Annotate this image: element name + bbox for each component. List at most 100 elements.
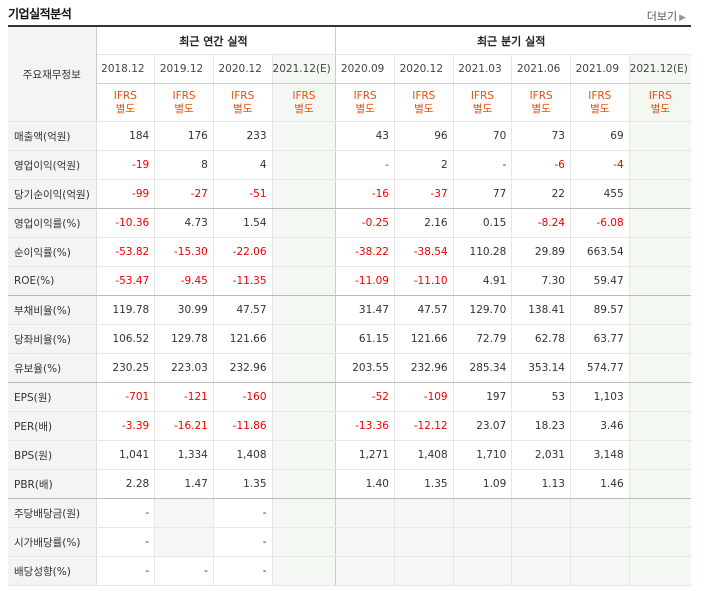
table-cell: -22.06 <box>212 237 273 267</box>
table-cell <box>628 411 691 441</box>
table-cell <box>628 440 691 470</box>
table-cell: 1.54 <box>212 208 273 238</box>
table-cell: 4 <box>212 150 273 180</box>
period-header: 2019.12 <box>154 54 214 84</box>
table-cell: -51 <box>212 179 273 209</box>
table-cell: 8 <box>154 150 214 180</box>
table-cell: 47.57 <box>393 295 454 325</box>
table-cell: 72.79 <box>452 324 512 354</box>
table-cell <box>271 469 336 499</box>
table-cell <box>271 179 336 209</box>
table-cell: 121.66 <box>393 324 454 354</box>
row-label: 영업이익(억원) <box>8 150 97 180</box>
more-link[interactable]: 더보기 ▶ <box>647 8 686 24</box>
table-cell: 43 <box>335 121 395 151</box>
table-row: 순이익률(%) -53.82 -15.30 -22.06 -38.22 -38.54 110… <box>8 237 691 267</box>
ifrs-label: IFRS 별도 <box>212 83 273 122</box>
table-cell <box>628 556 691 586</box>
table-cell: 110.28 <box>452 237 512 267</box>
table-row: BPS(원) 1,041 1,334 1,408 1,271 1,408 1,710 2,03… <box>8 440 691 470</box>
table-cell <box>628 469 691 499</box>
table-cell: 1,710 <box>452 440 512 470</box>
table-cell: -0.25 <box>335 208 395 238</box>
table-cell: 353.14 <box>511 353 571 383</box>
table-cell: -99 <box>96 179 155 209</box>
table-cell: 1,408 <box>393 440 454 470</box>
table-cell: 1.47 <box>154 469 214 499</box>
more-label: 더보기 <box>646 10 678 23</box>
table-cell: 1.40 <box>335 469 395 499</box>
table-cell: 129.70 <box>452 295 512 325</box>
period-header: 2021.06 <box>511 54 571 84</box>
table-cell: -11.86 <box>212 411 273 441</box>
table-cell: 129.78 <box>154 324 214 354</box>
table-cell: -53.47 <box>96 266 155 296</box>
table-cell: 59.47 <box>569 266 630 296</box>
table-cell: -13.36 <box>335 411 395 441</box>
table-cell: 70 <box>452 121 512 151</box>
table-cell: 63.77 <box>569 324 630 354</box>
table-cell: 138.41 <box>511 295 571 325</box>
table-cell: -37 <box>393 179 454 209</box>
table-cell: - <box>212 498 273 528</box>
table-cell: 1.46 <box>569 469 630 499</box>
table-row: 당좌비율(%) 106.52 129.78 121.66 61.15 121.66 72.7… <box>8 324 691 354</box>
period-header: 2020.09 <box>335 54 395 84</box>
table-cell <box>335 527 395 557</box>
table-cell: -121 <box>154 382 214 412</box>
table-cell: 3.46 <box>569 411 630 441</box>
table-row: 부채비율(%) 119.78 30.99 47.57 31.47 47.57 129.70 1… <box>8 295 691 325</box>
table-cell <box>452 556 512 586</box>
table-cell: 89.57 <box>569 295 630 325</box>
table-cell: - <box>212 556 273 586</box>
table-cell <box>154 498 214 528</box>
table-cell <box>271 324 336 354</box>
table-row: 주당배당금(원) - - <box>8 498 691 528</box>
table-cell <box>271 150 336 180</box>
table-cell: -12.12 <box>393 411 454 441</box>
table-row: 영업이익(억원) -19 8 4-2- -6 -4 <box>8 150 691 180</box>
table-cell <box>628 121 691 151</box>
table-cell: 53 <box>511 382 571 412</box>
row-label: 배당성향(%) <box>8 556 97 586</box>
row-label: PER(배) <box>8 411 97 441</box>
table-cell: -109 <box>393 382 454 412</box>
table-cell: 574.77 <box>569 353 630 383</box>
row-label: 유보율(%) <box>8 353 97 383</box>
table-cell: 285.34 <box>452 353 512 383</box>
table-cell: -701 <box>96 382 155 412</box>
table-cell: -11.35 <box>212 266 273 296</box>
table-cell: 47.57 <box>212 295 273 325</box>
table-cell <box>271 266 336 296</box>
table-row: 영업이익률(%) -10.36 4.73 1.54 -0.25 2.16 0.15 -8.24… <box>8 208 691 238</box>
table-cell: -4 <box>569 150 630 180</box>
table-cell <box>452 498 512 528</box>
table-cell <box>271 440 336 470</box>
table-cell: - <box>452 150 512 180</box>
table-cell: -6.08 <box>569 208 630 238</box>
ifrs-label: IFRS 별도 <box>628 83 691 122</box>
chevron-right-icon: ▶ <box>679 13 686 23</box>
table-cell <box>271 121 336 151</box>
ifrs-label: IFRS 별도 <box>271 83 336 122</box>
table-cell <box>271 208 336 238</box>
table-cell: -6 <box>511 150 571 180</box>
table-cell <box>154 527 214 557</box>
ifrs-label: IFRS 별도 <box>335 83 395 122</box>
table-cell: 2.16 <box>393 208 454 238</box>
table-cell: 2 <box>393 150 454 180</box>
table-cell <box>569 527 630 557</box>
row-label: 당기순이익(억원) <box>8 179 97 209</box>
table-cell <box>393 527 454 557</box>
table-cell: -9.45 <box>154 266 214 296</box>
table-cell: 233 <box>212 121 273 151</box>
table-cell: 61.15 <box>335 324 395 354</box>
table-cell <box>393 556 454 586</box>
table-row: 매출액(억원) 184 176 233 43 96 70 73 69 <box>8 121 691 151</box>
table-cell: 3,148 <box>569 440 630 470</box>
row-label: PBR(배) <box>8 469 97 499</box>
table-cell <box>335 498 395 528</box>
table-cell: 69 <box>569 121 630 151</box>
table-cell <box>271 382 336 412</box>
table-cell: 119.78 <box>96 295 155 325</box>
